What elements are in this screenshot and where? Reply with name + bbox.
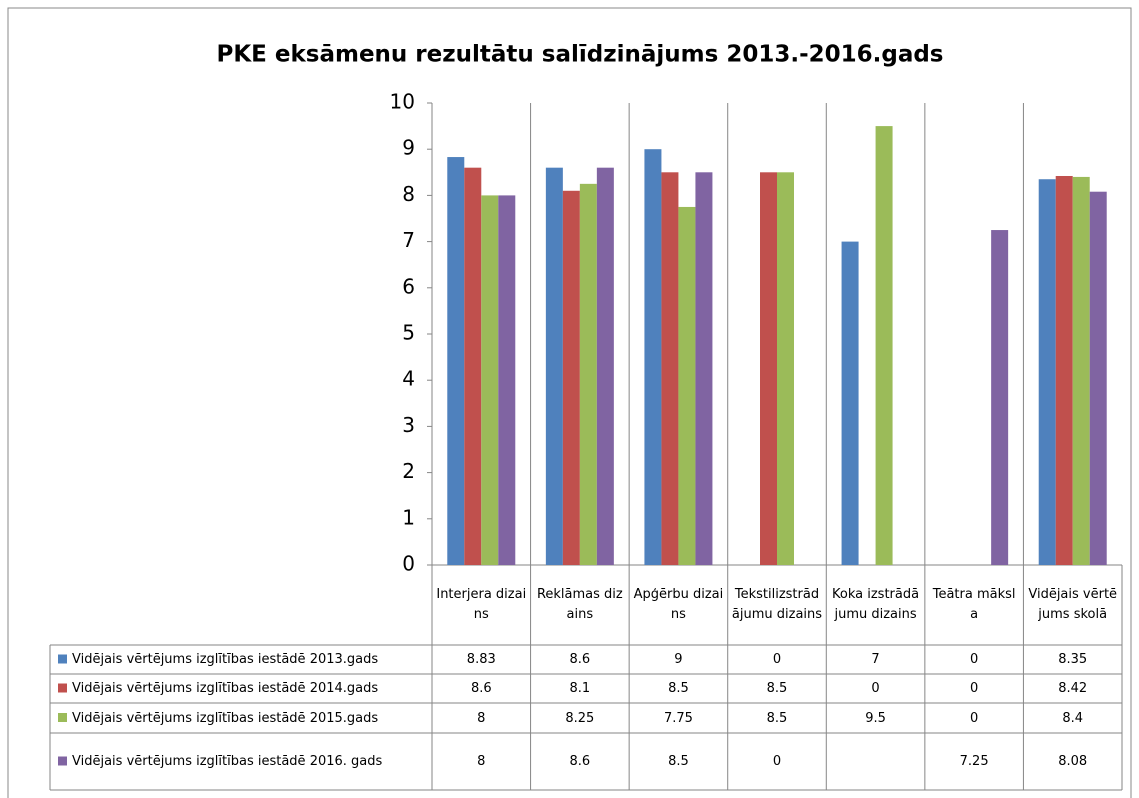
table-value: 8.6 bbox=[569, 652, 591, 667]
bar bbox=[875, 126, 893, 565]
table-value: 0 bbox=[871, 681, 880, 696]
table-value: 8.4 bbox=[1062, 710, 1084, 726]
table-value: 9.5 bbox=[865, 710, 886, 726]
bar bbox=[481, 195, 499, 565]
bar bbox=[678, 206, 696, 565]
legend-label: Vidējais vērtējums izglītības iestādē 20… bbox=[72, 710, 379, 726]
bar bbox=[498, 195, 516, 565]
table-value: 8.1 bbox=[569, 681, 591, 696]
bar bbox=[545, 167, 563, 565]
bar bbox=[841, 241, 859, 565]
bar bbox=[447, 157, 465, 565]
chart-title: PKE eksāmenu rezultātu salīdzinājums 201… bbox=[216, 42, 943, 68]
table-value: 8.6 bbox=[569, 754, 591, 769]
y-tick-label: 10 bbox=[390, 90, 415, 114]
y-tick-label: 5 bbox=[402, 321, 415, 345]
table-value: 7 bbox=[871, 652, 880, 667]
table-value: 0 bbox=[772, 652, 782, 667]
legend-label: Vidējais vērtējums izglītības iestādē 20… bbox=[72, 652, 379, 667]
table-value: 8 bbox=[477, 754, 486, 769]
bar bbox=[991, 230, 1009, 566]
table-value: 8.5 bbox=[668, 754, 689, 769]
table-value: 8.08 bbox=[1058, 754, 1088, 769]
x-tick-label: Koka izstrādājumu dizains bbox=[832, 587, 920, 622]
legend-label: Vidējais vērtējums izglītības iestādē 20… bbox=[72, 681, 379, 696]
bar bbox=[1055, 175, 1073, 565]
y-tick-label: 6 bbox=[402, 274, 415, 298]
chart-frame bbox=[7, 7, 1132, 798]
table-value: 8.35 bbox=[1058, 652, 1088, 667]
y-tick-label: 2 bbox=[402, 459, 415, 483]
bar bbox=[661, 172, 679, 566]
table-value: 0 bbox=[969, 652, 979, 667]
bar bbox=[695, 172, 713, 566]
table-value: 8.5 bbox=[766, 681, 788, 696]
x-tick-label: Teātra māksla bbox=[932, 587, 1016, 622]
bar bbox=[1038, 179, 1056, 566]
x-tick-label: Reklāmas dizains bbox=[536, 587, 623, 622]
y-tick-label: 1 bbox=[402, 505, 415, 529]
table-value: 0 bbox=[969, 681, 979, 696]
table-value: 7.75 bbox=[663, 710, 693, 726]
x-tick-label: Vidējais vērtējums skolā bbox=[1028, 587, 1118, 622]
legend-swatch bbox=[58, 713, 67, 722]
table-value: 8.83 bbox=[466, 652, 496, 667]
table-value: 0 bbox=[772, 754, 782, 769]
table-value: 8.6 bbox=[470, 681, 492, 696]
y-tick-label: 9 bbox=[402, 136, 415, 160]
x-tick-label: Apģērbu dizains bbox=[633, 587, 724, 622]
y-tick-label: 0 bbox=[402, 552, 415, 576]
y-tick-label: 3 bbox=[402, 413, 415, 437]
table-value: 8.25 bbox=[565, 710, 595, 726]
bar bbox=[777, 172, 794, 566]
table-value: 8.42 bbox=[1058, 681, 1088, 696]
bar bbox=[579, 183, 597, 565]
bar bbox=[1072, 176, 1090, 566]
table-value: 8.5 bbox=[766, 710, 788, 726]
legend-swatch bbox=[58, 654, 67, 664]
bar bbox=[562, 190, 580, 565]
bar bbox=[464, 167, 482, 565]
bar bbox=[1089, 191, 1107, 566]
bar bbox=[596, 167, 614, 565]
table-value: 9 bbox=[674, 652, 683, 667]
y-tick-label: 7 bbox=[402, 228, 415, 252]
y-tick-label: 8 bbox=[402, 182, 415, 206]
legend-swatch bbox=[58, 756, 67, 766]
x-tick-label: Tekstilizstrādājumu dizains bbox=[731, 587, 823, 622]
table-value: 8 bbox=[477, 710, 486, 726]
table-value: 7.25 bbox=[959, 754, 989, 769]
legend-label: Vidējais vērtējums izglītības iestādē 20… bbox=[72, 754, 383, 769]
x-tick-label: Interjera dizains bbox=[436, 587, 527, 622]
legend-swatch bbox=[58, 683, 67, 693]
bar bbox=[644, 149, 662, 565]
table-value: 8.5 bbox=[668, 681, 689, 696]
bar bbox=[760, 172, 777, 566]
table-value: 0 bbox=[969, 710, 979, 726]
y-tick-label: 4 bbox=[402, 367, 415, 391]
